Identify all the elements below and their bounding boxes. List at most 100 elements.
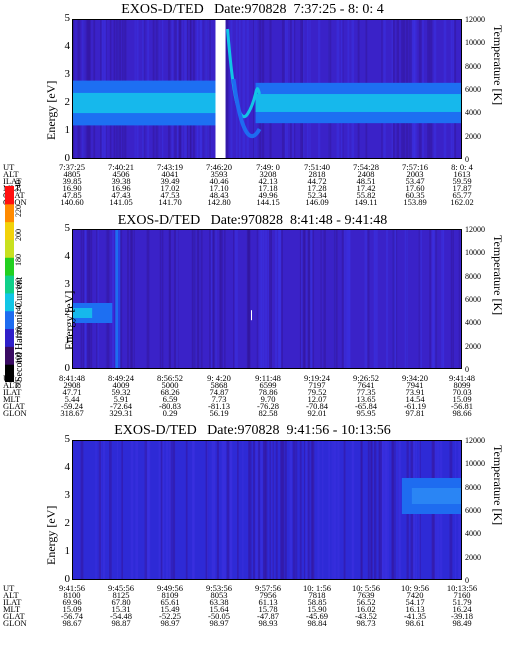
stripe [343, 229, 346, 369]
stripe [406, 229, 408, 369]
stripe [116, 440, 118, 580]
stripe [173, 229, 177, 369]
ephemeris-value: 4506 [112, 169, 130, 179]
ephemeris-value: 0.29 [162, 408, 178, 418]
y2-tick-label: 0 [465, 155, 469, 164]
panel-1-spectrogram [72, 19, 462, 159]
ephemeris-value: 9:41:56 [59, 583, 85, 593]
ephemeris-value: 47.71 [62, 387, 82, 397]
stripe [213, 440, 216, 580]
ephemeris-value: 2908 [63, 380, 81, 390]
stripe [263, 229, 265, 369]
stripe [269, 440, 271, 580]
stripe [185, 440, 188, 580]
stripe [373, 229, 375, 369]
ephemeris-value: 16.96 [111, 183, 131, 193]
stripe [260, 440, 263, 580]
ephemeris-value: -45.69 [306, 611, 328, 621]
stripe [109, 440, 112, 580]
ephemeris-value: -81.13 [208, 401, 230, 411]
panel-3-heatmap [72, 440, 462, 580]
stripe [80, 440, 84, 580]
ephemeris-value: 15.64 [209, 604, 229, 614]
y2-tick-label: 6000 [465, 295, 481, 304]
stripe [193, 229, 196, 369]
panel-1-ylabel: Energy [eV] [44, 80, 58, 140]
y2-tick-label: 8000 [465, 61, 481, 71]
colorbar-swatch [5, 257, 14, 276]
stripe [303, 440, 306, 580]
stripe [345, 229, 349, 369]
ephemeris-value: 40.46 [209, 176, 229, 186]
ephemeris-value: 15.09 [62, 604, 82, 614]
ephemeris-value: 16.24 [452, 604, 472, 614]
ephemeris-label: MLT [3, 394, 21, 404]
ephemeris-value: 13.65 [356, 394, 376, 404]
stripe [255, 440, 259, 580]
stripe [159, 229, 162, 369]
ephemeris-value: -47.87 [257, 611, 279, 621]
ephemeris-value: 329.31 [109, 408, 133, 418]
y-tick-label: 4 [64, 40, 71, 52]
ephemeris-value: 5.44 [64, 394, 80, 404]
stripe [103, 440, 106, 580]
stripe [216, 440, 219, 580]
ephemeris-value: 60.35 [405, 190, 425, 200]
stripe [176, 229, 178, 369]
ephemeris-value: 3208 [259, 169, 277, 179]
ephemeris-value: 17.28 [307, 183, 327, 193]
frame [72, 19, 462, 159]
ephemeris-label: ILAT [3, 387, 22, 397]
ephemeris-value: 5868 [210, 380, 228, 390]
stripe [197, 229, 200, 369]
stripe [317, 440, 320, 580]
stripe [264, 229, 268, 369]
ephemeris-value: 9:57:56 [255, 583, 281, 593]
ephemeris-value: 318.67 [60, 408, 84, 418]
stripe [226, 440, 230, 580]
ephemeris-value: 98.67 [62, 618, 82, 628]
stripe [133, 229, 135, 369]
band-core [411, 488, 462, 504]
ephemeris-value: 53.47 [405, 176, 425, 186]
stripe [256, 229, 258, 369]
stripe [95, 440, 97, 580]
ephemeris-value: 144.15 [256, 197, 280, 207]
stripe [364, 229, 368, 369]
ephemeris-value: -72.64 [110, 401, 132, 411]
y2-tick-label: 8000 [465, 271, 481, 281]
stripe [375, 229, 378, 369]
ephemeris-value: 98.93 [258, 618, 278, 628]
ephemeris-value: 7:46:20 [206, 162, 232, 172]
ephemeris-value: 10: 5:56 [351, 583, 381, 593]
stripe [370, 440, 373, 580]
ephemeris-value: -76.28 [257, 401, 279, 411]
stripe [398, 440, 402, 580]
ephemeris-value: 47.85 [62, 190, 82, 200]
panel-1-ephemeris: UT 7:37:25 7:40:21 7:43:19 7:46:20 7:49: 0 7:5… [0, 162, 505, 207]
ephemeris-value: 59.59 [452, 176, 472, 186]
ephemeris-value: 67.80 [111, 597, 131, 607]
ephemeris-value: 7639 [357, 590, 375, 600]
y-tick-label: 4 [64, 250, 71, 262]
ephemeris-label: ALT [3, 169, 19, 179]
stripe [452, 229, 454, 369]
colorbar-tick-label: 240 [14, 180, 23, 192]
stripe [335, 229, 338, 369]
ephemeris-row: ALT 2908 4009 5000 5868 6599 7197 7641 7941 8099 [0, 380, 505, 390]
stripe [384, 440, 388, 580]
ephemeris-value: 7818 [308, 590, 326, 600]
stripe [435, 229, 438, 369]
ephemeris-value: 7:43:19 [157, 162, 183, 172]
ephemeris-value: 7:37:25 [59, 162, 85, 172]
stripe [284, 440, 287, 580]
stripe [275, 440, 278, 580]
stripe [96, 229, 99, 369]
ephemeris-value: 98.61 [405, 618, 425, 628]
stripe [112, 229, 115, 369]
ephemeris-value: 15.31 [111, 604, 131, 614]
panel-2-spectrogram [72, 229, 462, 369]
stripe [302, 229, 306, 369]
ephemeris-value: 92.01 [307, 408, 327, 418]
stripe [429, 229, 431, 369]
